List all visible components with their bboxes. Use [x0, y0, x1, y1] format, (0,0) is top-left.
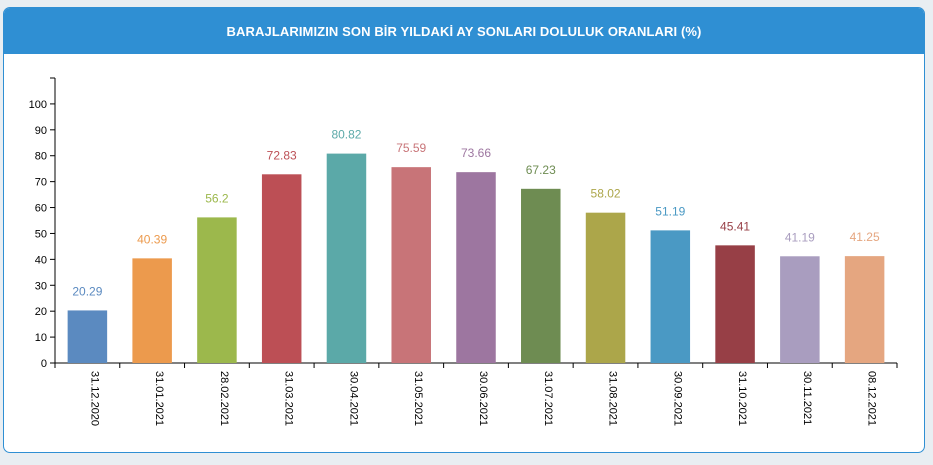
y-tick-label: 20 [35, 306, 47, 318]
value-label: 41.19 [785, 230, 815, 244]
category-label: 30.06.2021 [477, 371, 489, 426]
category-label: 31.12.2020 [88, 371, 100, 426]
category-label: 30.04.2021 [347, 371, 359, 426]
y-tick-label: 70 [35, 177, 47, 189]
category-label: 31.05.2021 [412, 371, 424, 426]
category-label: 30.09.2021 [671, 371, 683, 426]
value-label: 73.66 [461, 146, 491, 160]
bar [650, 230, 691, 363]
bar [391, 167, 431, 363]
value-label: 51.19 [655, 204, 685, 218]
y-tick-label: 30 [35, 280, 47, 292]
bar [132, 258, 172, 363]
bar [585, 212, 626, 363]
bar [67, 310, 108, 363]
bar [326, 153, 367, 363]
chart-title: BARAJLARIMIZIN SON BİR YILDAKİ AY SONLAR… [4, 8, 924, 54]
y-tick-label: 50 [35, 228, 47, 240]
category-label: 31.03.2021 [283, 371, 295, 426]
value-label: 40.39 [137, 232, 167, 246]
y-tick-label: 80 [35, 151, 47, 163]
value-label: 58.02 [591, 187, 621, 201]
y-tick-label: 40 [35, 254, 47, 266]
bar [521, 188, 561, 363]
category-label: 31.01.2021 [153, 371, 165, 426]
value-label: 75.59 [396, 141, 426, 155]
value-label: 45.41 [720, 219, 750, 233]
y-tick-label: 90 [35, 125, 47, 137]
bar [197, 217, 237, 363]
bar [844, 256, 885, 363]
bar [261, 174, 302, 363]
bar [456, 172, 496, 363]
value-label: 56.2 [205, 191, 229, 205]
chart-panel: BARAJLARIMIZIN SON BİR YILDAKİ AY SONLAR… [3, 7, 925, 453]
value-label: 80.82 [331, 128, 361, 142]
y-tick-label: 10 [35, 332, 47, 344]
value-label: 72.83 [267, 148, 297, 162]
y-tick-label: 60 [35, 203, 47, 215]
category-label: 28.02.2021 [218, 371, 230, 426]
value-label: 20.29 [72, 284, 102, 298]
category-label: 31.07.2021 [542, 371, 554, 426]
bar [715, 245, 755, 363]
y-tick-label: 100 [29, 99, 47, 111]
category-label: 31.08.2021 [607, 371, 619, 426]
y-tick-label: 0 [41, 358, 47, 370]
value-label: 67.23 [526, 163, 556, 177]
bar [780, 256, 820, 363]
category-label: 08.12.2021 [866, 371, 878, 426]
category-label: 31.10.2021 [736, 371, 748, 426]
value-label: 41.25 [850, 230, 880, 244]
category-label: 30.11.2021 [801, 371, 813, 425]
